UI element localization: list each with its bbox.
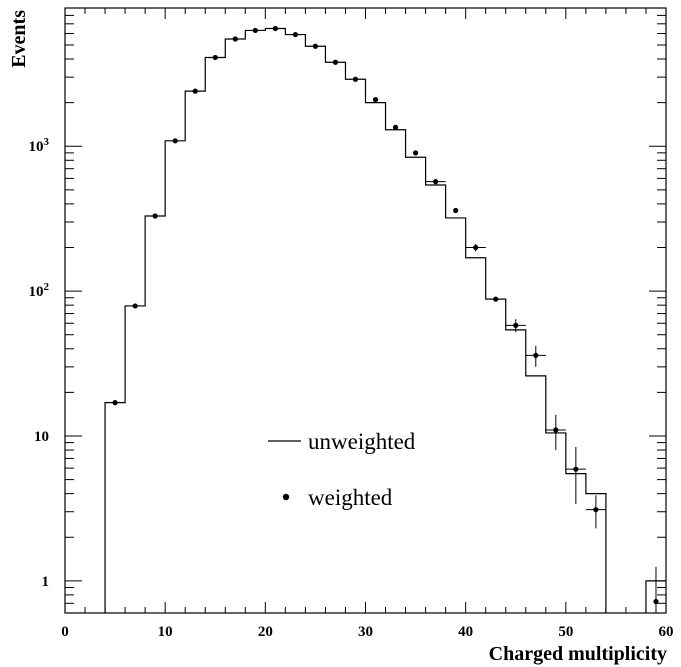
weighted-point <box>192 88 198 94</box>
weighted-point <box>332 59 339 65</box>
weighted-point <box>212 54 218 61</box>
weighted-point <box>232 36 238 42</box>
weighted-point <box>493 296 499 302</box>
weighted-point <box>553 427 559 433</box>
unweighted-series <box>104 27 666 613</box>
y-axis: 1 10 102 103 <box>29 7 666 614</box>
weighted-point <box>152 213 158 219</box>
y-axis-title: Events <box>8 10 30 68</box>
y-tick-label: 103 <box>29 136 50 155</box>
weighted-point <box>132 303 138 309</box>
weighted-point <box>372 96 379 103</box>
weighted-point <box>352 76 359 82</box>
x-tick-label: 0 <box>61 624 69 640</box>
legend-label-unweighted: unweighted <box>308 429 416 454</box>
y-tick-label: 1 <box>42 574 50 590</box>
y-tick-label: 102 <box>29 281 50 300</box>
weighted-series <box>112 25 659 613</box>
weighted-point <box>533 352 539 358</box>
weighted-point <box>252 27 258 34</box>
weighted-point <box>453 207 459 214</box>
x-tick-label: 60 <box>659 624 674 640</box>
weighted-point <box>392 124 399 130</box>
unweighted-histogram-line <box>104 27 607 613</box>
x-axis-title: Charged multiplicity <box>489 643 667 665</box>
x-tick-label: 50 <box>558 624 573 640</box>
weighted-point <box>172 138 178 144</box>
x-tick-label: 40 <box>458 624 473 640</box>
x-axis: 0 10 20 30 40 50 60 <box>61 8 674 640</box>
legend: unweighted weighted <box>268 429 416 510</box>
weighted-point <box>513 322 519 328</box>
x-tick-label: 30 <box>358 624 373 640</box>
weighted-point <box>292 31 298 38</box>
weighted-point <box>433 179 439 185</box>
legend-label-weighted: weighted <box>308 485 393 510</box>
y-tick-label: 10 <box>34 429 49 445</box>
weighted-point <box>312 43 319 49</box>
weighted-point <box>412 150 419 156</box>
weighted-point <box>473 244 479 251</box>
unweighted-overflow-bin <box>645 580 666 613</box>
weighted-point <box>593 507 599 513</box>
x-tick-label: 10 <box>158 624 173 640</box>
weighted-point <box>272 25 278 32</box>
legend-point-swatch <box>282 493 290 501</box>
x-tick-label: 20 <box>258 624 273 640</box>
weighted-point <box>112 400 118 406</box>
weighted-point <box>573 466 579 472</box>
